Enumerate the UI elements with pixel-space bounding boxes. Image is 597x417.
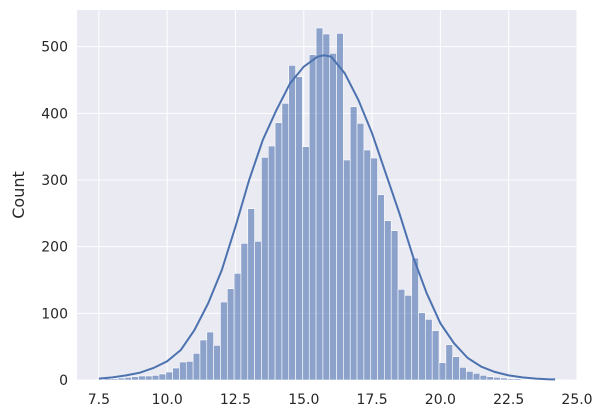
x-tick-label: 12.5	[220, 392, 251, 408]
histogram-bar	[308, 54, 317, 381]
histogram-bar	[513, 378, 522, 381]
histogram-bar	[377, 194, 385, 381]
histogram-bar	[459, 367, 467, 381]
y-tick-labels: 0 100 200 300 400 500	[41, 40, 68, 389]
histogram-bar	[158, 373, 167, 381]
histogram-bar	[295, 76, 303, 381]
y-tick-label: 0	[59, 373, 68, 389]
histogram-bar	[288, 65, 296, 381]
histogram-bar	[554, 379, 563, 381]
histogram-bars	[97, 27, 563, 381]
y-tick-label: 300	[41, 173, 68, 189]
histogram-bar	[370, 157, 378, 381]
histogram-bar	[315, 27, 324, 381]
histogram-bar	[172, 367, 180, 381]
histogram-bar	[165, 371, 173, 381]
x-tick-label: 20.0	[425, 392, 456, 408]
x-tick-label: 15.0	[288, 392, 319, 408]
histogram-bar	[520, 379, 529, 381]
histogram-bar	[445, 344, 453, 381]
histogram-bar	[418, 312, 426, 381]
histogram-bar	[220, 301, 228, 381]
histogram-bar	[500, 377, 508, 381]
histogram-bar	[145, 375, 153, 381]
histogram-bar	[110, 378, 119, 381]
histogram-bar	[329, 53, 337, 381]
histogram-bar	[452, 356, 460, 381]
histogram-bar	[486, 376, 494, 381]
histogram-bar	[254, 241, 262, 381]
histogram-bar	[199, 339, 208, 381]
histogram-bar	[390, 230, 399, 381]
x-tick-label: 25.0	[561, 392, 592, 408]
histogram-bar	[138, 375, 146, 381]
histogram-bar	[404, 295, 412, 381]
histogram-bar	[261, 157, 269, 381]
histogram-bar	[466, 371, 474, 381]
x-tick-labels: 7.5 10.0 12.5 15.0 17.5 20.0 22.5 25.0	[88, 392, 593, 408]
histogram-bar	[363, 149, 372, 381]
histogram-bar	[479, 375, 488, 381]
histogram-bar	[397, 289, 406, 381]
histogram-bar	[411, 257, 419, 381]
histogram-bar	[179, 361, 187, 381]
y-axis-label: Count	[9, 171, 28, 219]
x-tick-label: 22.5	[493, 392, 524, 408]
histogram-bar	[343, 159, 351, 381]
histogram-bar	[349, 106, 358, 381]
histogram-bar	[356, 123, 365, 381]
histogram-bar	[117, 377, 126, 381]
histogram-bar	[213, 345, 221, 381]
histogram-bar	[322, 33, 331, 381]
y-tick-label: 100	[41, 306, 68, 322]
histogram-bar	[233, 273, 242, 381]
histogram-bar	[384, 220, 392, 381]
histogram-bar	[247, 208, 255, 381]
histogram-bar	[507, 378, 515, 381]
histogram-bar	[192, 353, 201, 381]
x-tick-label: 7.5	[88, 392, 110, 408]
histogram-bar	[131, 376, 139, 381]
histogram-bar	[274, 122, 283, 381]
histogram-bar	[185, 361, 194, 381]
histogram-bar	[151, 375, 160, 381]
histogram-bar	[206, 331, 214, 381]
histogram-bar	[240, 243, 249, 381]
y-tick-label: 200	[41, 240, 68, 256]
kde-line	[98, 54, 556, 381]
histogram-bar	[425, 319, 433, 381]
histogram-bar	[226, 288, 235, 381]
histogram-bar	[281, 103, 290, 381]
histogram-bar	[302, 146, 310, 381]
histogram-bar	[124, 377, 132, 381]
x-tick-label: 17.5	[356, 392, 387, 408]
y-tick-label: 500	[41, 40, 68, 56]
histogram-bar	[431, 330, 440, 381]
y-tick-label: 400	[41, 106, 68, 122]
histogram-bar	[472, 373, 481, 381]
histogram-bar	[493, 377, 501, 381]
histogram-bar	[438, 362, 447, 381]
histogram-bar	[267, 145, 276, 381]
histogram-bar	[336, 33, 344, 381]
x-tick-label: 10.0	[152, 392, 183, 408]
